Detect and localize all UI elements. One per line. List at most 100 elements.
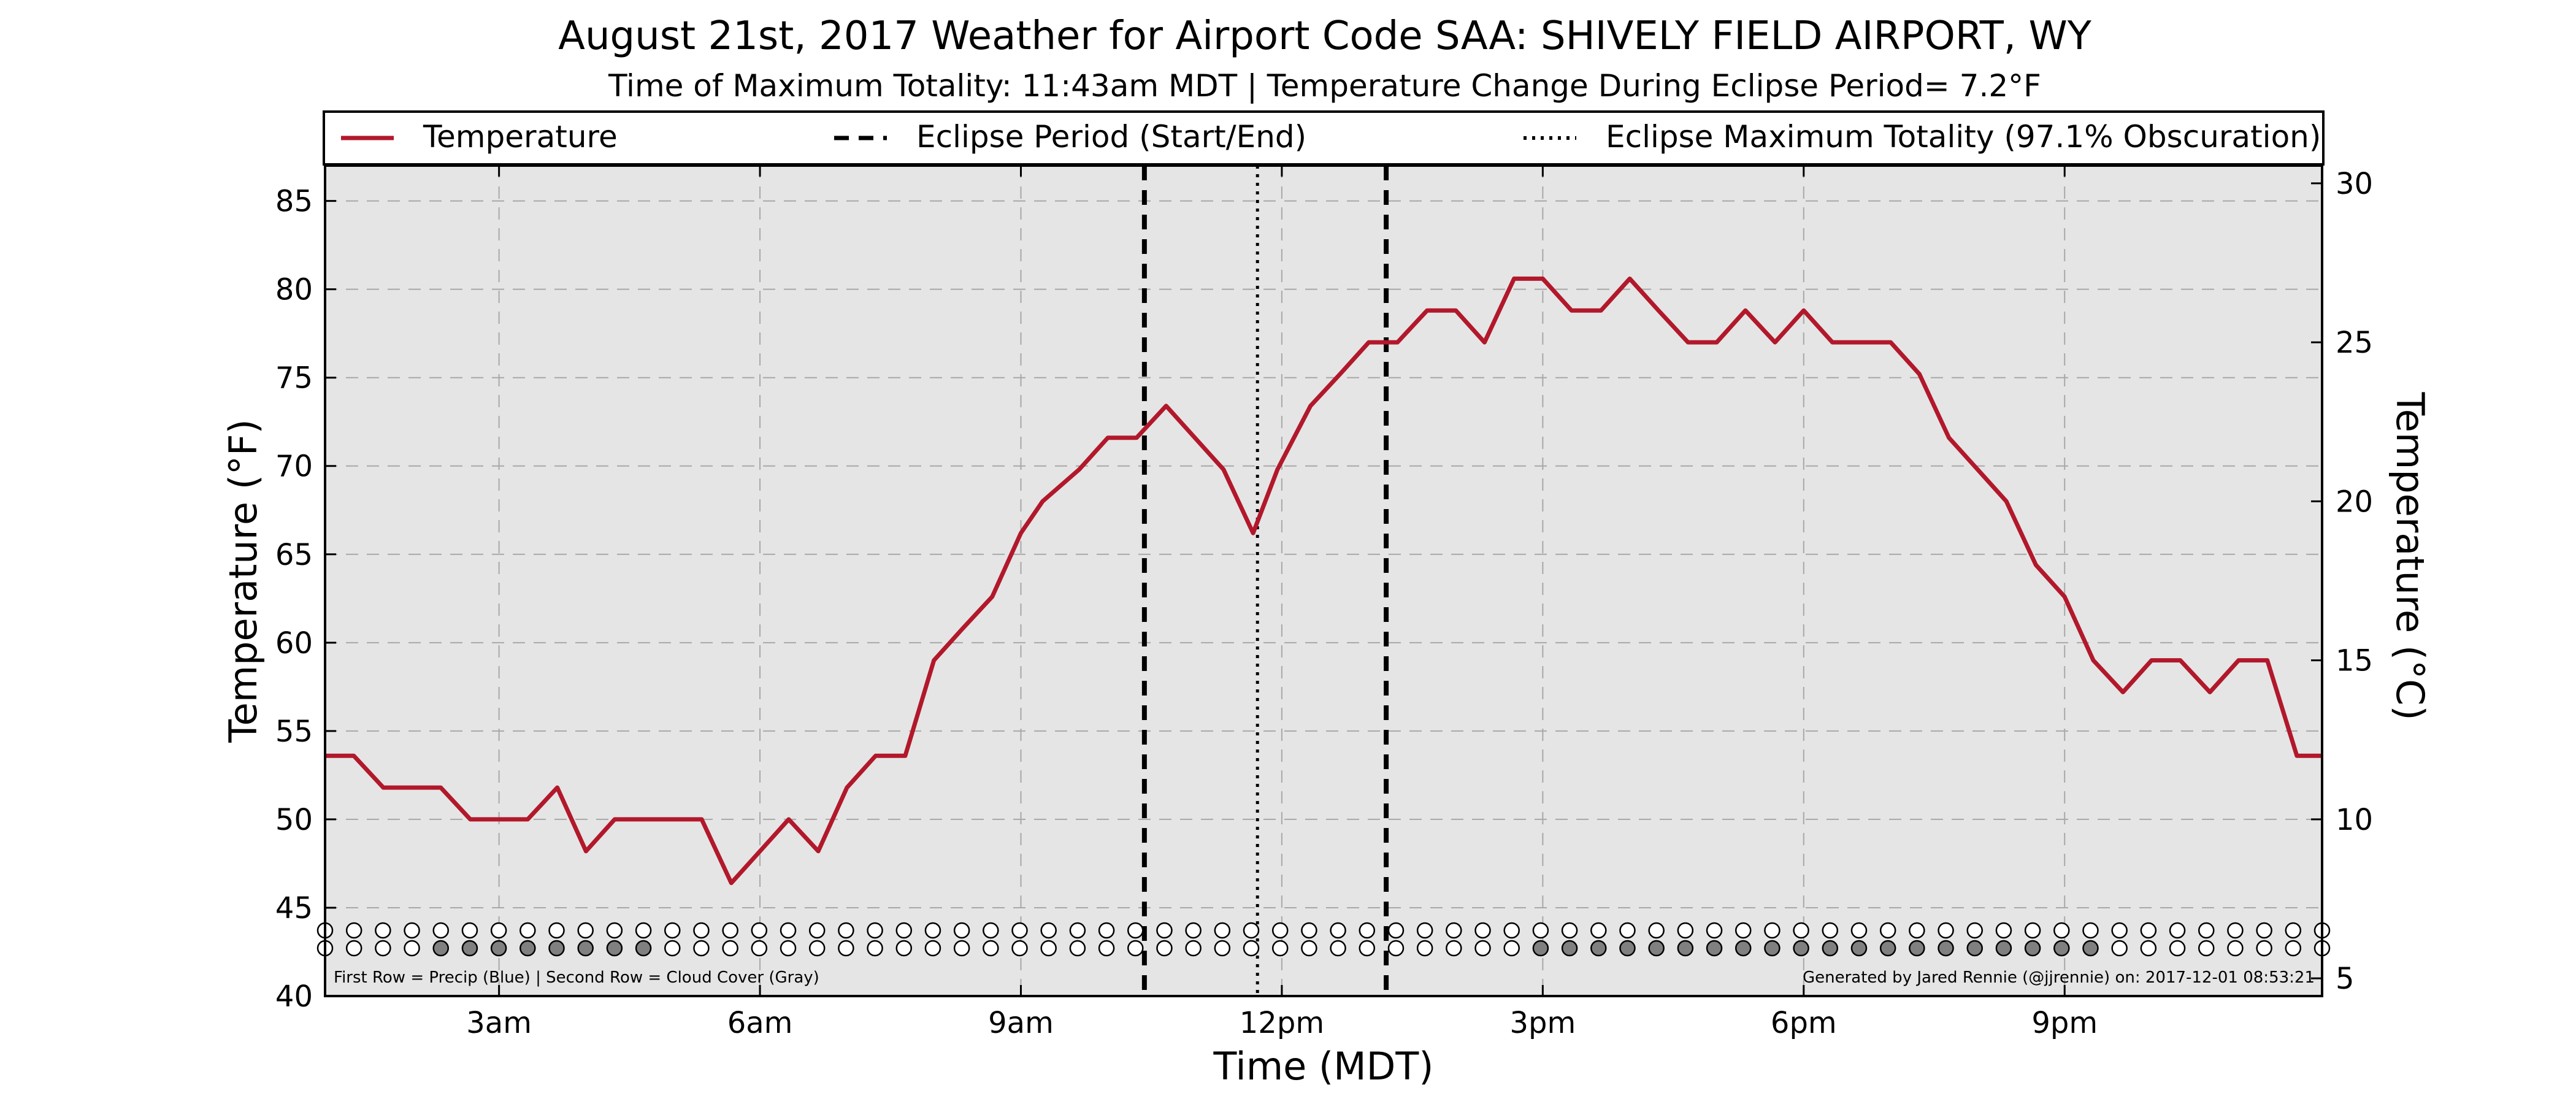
cloud-dot: [953, 940, 970, 957]
cloud-dot: [983, 940, 999, 957]
precip-dot: [432, 922, 450, 939]
legend-item-eclipse-period: Eclipse Period (Start/End): [834, 119, 1306, 155]
x-tick-label: 9am: [988, 1006, 1054, 1040]
precip-dot: [1416, 922, 1433, 939]
cloud-dot: [2082, 940, 2099, 957]
cloud-dot: [1416, 940, 1433, 957]
cloud-dot: [461, 940, 478, 957]
y-axis-label-right: Temperature (°C): [2388, 391, 2432, 720]
cloud-dot: [693, 940, 710, 957]
precip-dot: [808, 922, 826, 939]
cloud-dot: [577, 940, 594, 957]
cloud-dot: [404, 940, 420, 957]
grid: [325, 166, 2322, 997]
cloud-dot: [1040, 940, 1057, 957]
precip-dot: [983, 922, 999, 939]
precip-dot: [1156, 922, 1173, 939]
cloud-dot: [1764, 940, 1781, 957]
precip-dot: [1590, 922, 1607, 939]
cloud-dot: [2169, 940, 2186, 957]
legend-item-eclipse-max: Eclipse Maximum Totality (97.1% Obscurat…: [1524, 119, 2321, 155]
precip-dot: [2082, 922, 2099, 939]
cloud-dot: [2285, 940, 2302, 957]
precip-dot: [1677, 922, 1694, 939]
cloud-dot: [1387, 940, 1405, 957]
precip-dot: [2053, 922, 2070, 939]
legend-label-eclipse-max: Eclipse Maximum Totality (97.1% Obscurat…: [1606, 119, 2321, 155]
plot-area: [325, 166, 2322, 996]
precip-dot: [1098, 922, 1115, 939]
weather-dot-rows: [316, 922, 2331, 957]
precip-dot: [1532, 922, 1549, 939]
cloud-dot: [1532, 940, 1549, 957]
precip-dot: [751, 922, 768, 939]
cloud-dot: [895, 940, 913, 957]
y-tick-label-left: 70: [275, 450, 313, 484]
x-tick-label: 6pm: [1771, 1006, 1837, 1040]
precip-dot: [1879, 922, 1896, 939]
precip-dot: [664, 922, 681, 939]
cloud-dot: [1648, 940, 1665, 957]
precip-dot: [1040, 922, 1057, 939]
cloud-dot: [1561, 940, 1578, 957]
cloud-dot: [1214, 940, 1231, 957]
cloud-dot: [1271, 940, 1289, 957]
y-tick-label-right: 30: [2336, 167, 2373, 201]
y-tick-label-left: 60: [275, 626, 313, 661]
y-tick-label-left: 45: [275, 891, 313, 926]
precip-dot: [548, 922, 565, 939]
cloud-dot: [1677, 940, 1694, 957]
precip-dot: [606, 922, 623, 939]
cloud-dot: [2024, 940, 2041, 957]
precip-dot: [1446, 922, 1462, 939]
cloud-dot: [635, 940, 652, 957]
cloud-dot: [548, 940, 565, 957]
cloud-dot: [1793, 940, 1809, 957]
cloud-dot: [1243, 940, 1260, 957]
precip-dot: [1793, 922, 1809, 939]
precip-dot: [722, 922, 738, 939]
cloud-dot: [1706, 940, 1723, 957]
y-tick-label-left: 40: [275, 979, 313, 1014]
precip-dot: [2198, 922, 2215, 939]
cloud-dot: [1185, 940, 1202, 957]
chart-subtitle: Time of Maximum Totality: 11:43am MDT | …: [608, 68, 2041, 104]
x-axis-label: Time (MDT): [1213, 1044, 1434, 1089]
axes-ticks: 3am 6am 9am 12pm 3pm 6pm 9pm 40 45 50 55 60 65 70 75 80…: [275, 166, 2373, 1040]
y-tick-label-left: 65: [275, 538, 313, 572]
precip-dot: [1764, 922, 1781, 939]
precip-dot: [404, 922, 420, 939]
series-layer: [325, 276, 2322, 886]
cloud-dot: [867, 940, 883, 957]
eclipse-markers: [1141, 166, 1389, 996]
series-line-temperature: [325, 276, 2322, 886]
cloud-dot: [375, 940, 391, 957]
cloud-dot: [1446, 940, 1462, 957]
legend-label-eclipse-period: Eclipse Period (Start/End): [916, 119, 1306, 155]
plot-frame: [324, 164, 2323, 997]
y-tick-label-left: 50: [275, 803, 313, 837]
precip-dot: [375, 922, 391, 939]
precip-dot: [1909, 922, 1925, 939]
cloud-dot: [808, 940, 826, 957]
precip-dot: [1735, 922, 1752, 939]
cloud-dot: [1619, 940, 1636, 957]
precip-dot: [838, 922, 854, 939]
precip-dot: [867, 922, 883, 939]
cloud-dot: [1503, 940, 1520, 957]
cloud-dot: [519, 940, 536, 957]
precip-dot: [1069, 922, 1086, 939]
precip-dot: [1330, 922, 1346, 939]
precip-dot: [1561, 922, 1578, 939]
cloud-dot: [490, 940, 507, 957]
precip-dot: [577, 922, 594, 939]
y-tick-label-right: 5: [2336, 962, 2355, 996]
precip-dot: [2256, 922, 2272, 939]
cloud-dot: [780, 940, 797, 957]
precip-dot: [2169, 922, 2186, 939]
precip-dot: [2285, 922, 2302, 939]
note-right: Generated by Jared Rennie (@jjrennie) on…: [1803, 968, 2315, 987]
cloud-dot: [1590, 940, 1607, 957]
y-tick-label-left: 85: [275, 185, 313, 219]
precip-dot: [345, 922, 362, 939]
